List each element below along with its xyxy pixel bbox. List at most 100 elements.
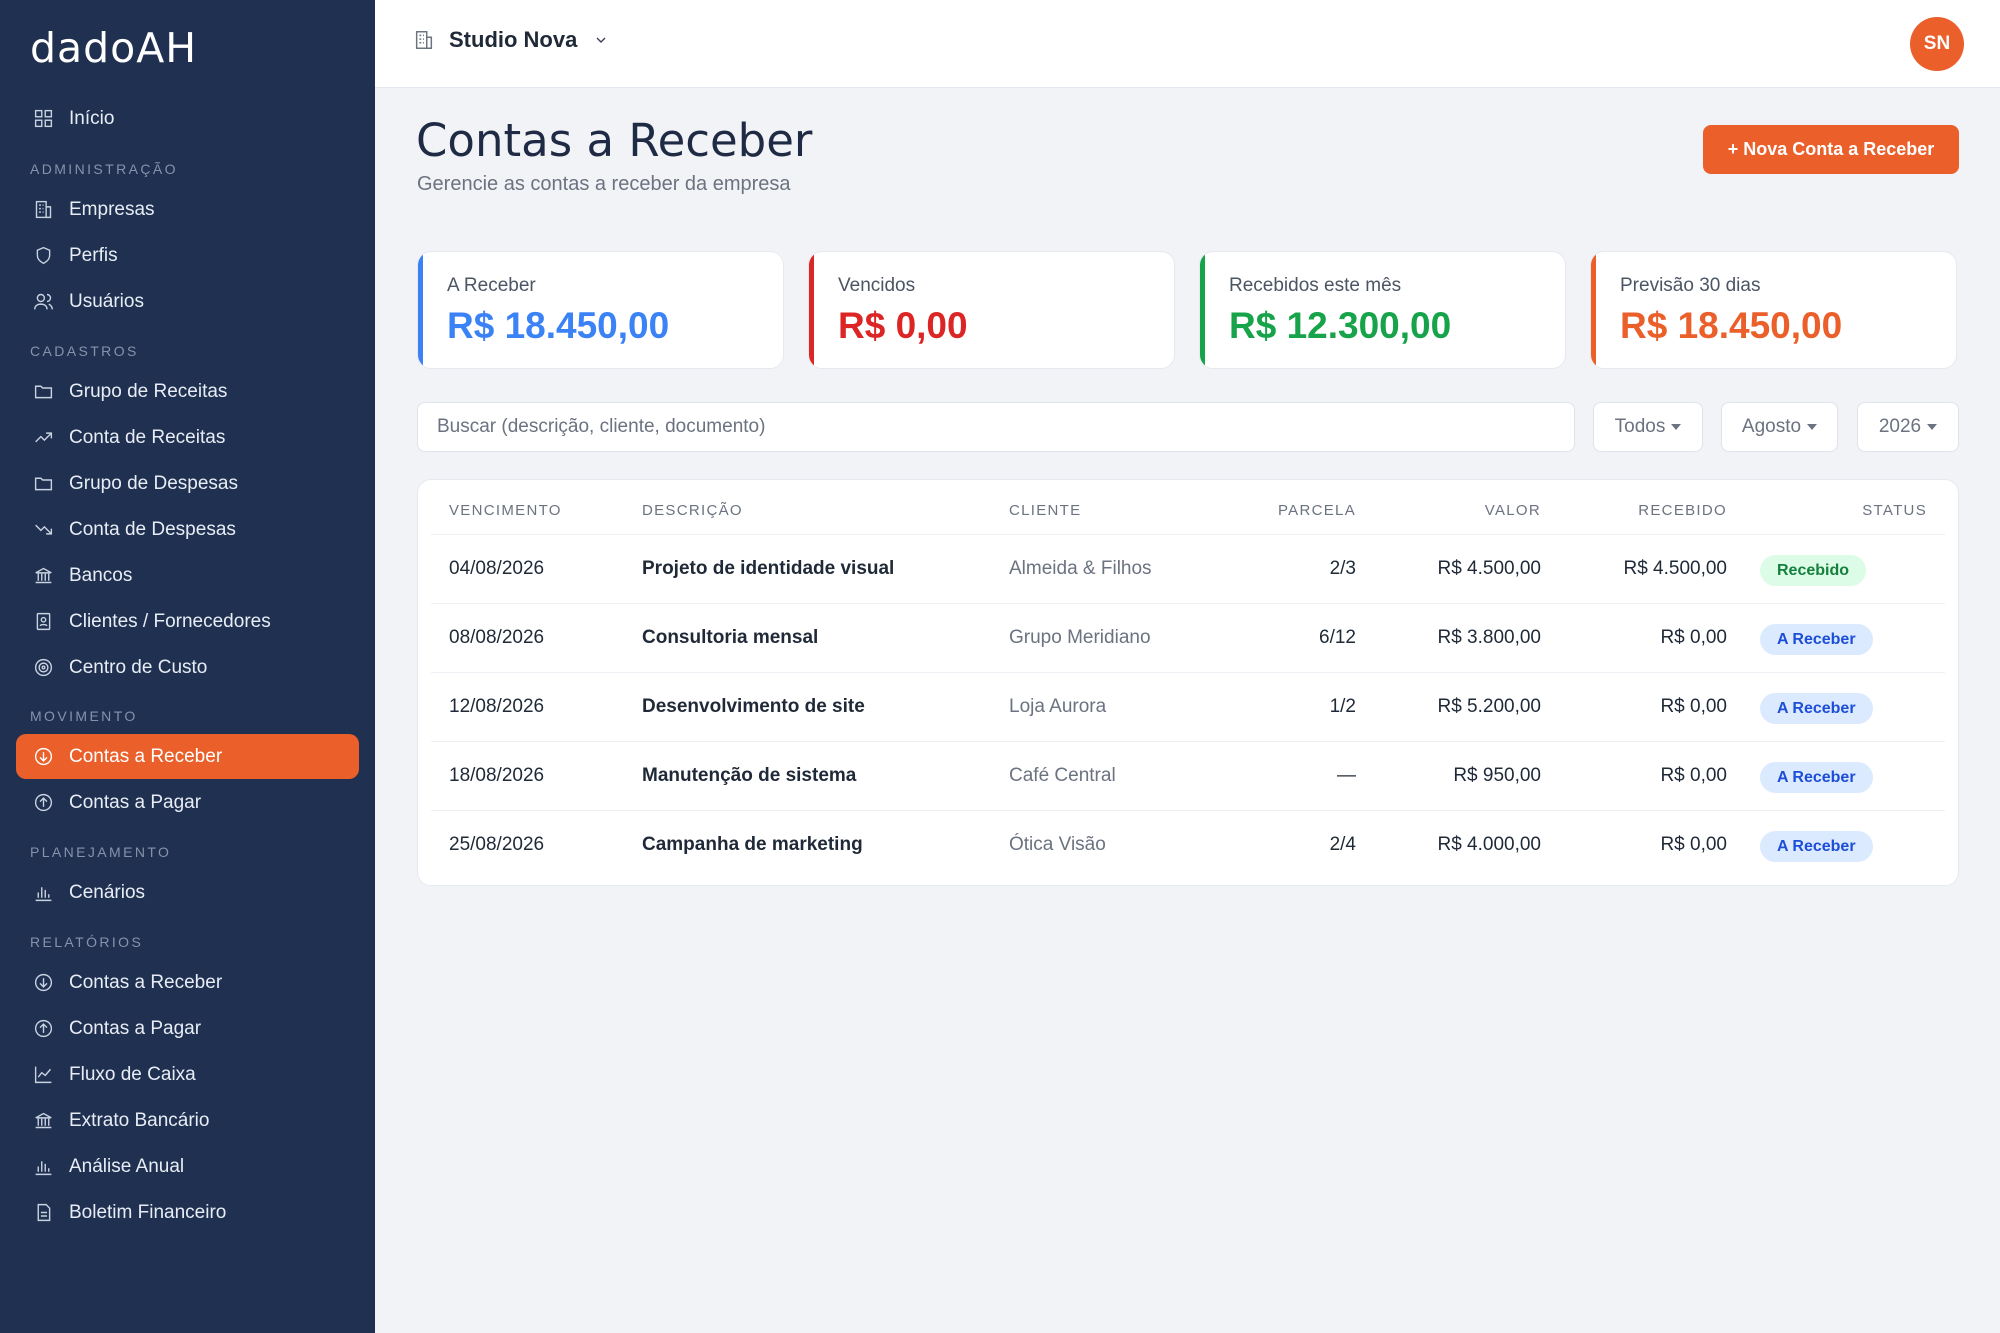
receivables-table [417, 479, 1959, 886]
section-planejamento: PLANEJAMENTO [30, 844, 172, 860]
sidebar-item-fluxo-caixa[interactable]: Fluxo de Caixa [16, 1052, 359, 1097]
arrow-up-circle-icon [32, 792, 54, 814]
card-label: Recebidos este mês [1229, 275, 1402, 296]
cell-descricao: Projeto de identidade visual [642, 558, 895, 579]
cell-cliente: Almeida & Filhos [1009, 558, 1152, 579]
sidebar-item-label: Centro de Custo [69, 656, 208, 678]
folder-icon [32, 473, 54, 495]
column-header-recebido[interactable]: RECEBIDO [1638, 502, 1727, 519]
table-row[interactable]: 04/08/2026 Projeto de identidade visual … [431, 535, 1945, 604]
sidebar-item-label: Conta de Despesas [69, 518, 236, 540]
card-value: R$ 0,00 [838, 305, 968, 346]
arrow-down-circle-icon [32, 746, 54, 768]
month-filter-dropdown[interactable]: Agosto [1721, 402, 1838, 452]
sidebar-item-label: Análise Anual [69, 1155, 185, 1177]
column-header-descricao[interactable]: DESCRIÇÃO [642, 502, 743, 519]
cell-recebido: R$ 0,00 [1660, 834, 1727, 855]
page-subtitle: Gerencie as contas a receber da empresa [417, 173, 791, 195]
sidebar-item-analise-anual[interactable]: Análise Anual [16, 1144, 359, 1189]
sidebar-item-usuarios[interactable]: Usuários [16, 279, 359, 324]
cell-parcela: 2/3 [1329, 558, 1356, 579]
cell-valor: R$ 3.800,00 [1437, 627, 1541, 648]
column-header-parcela[interactable]: PARCELA [1277, 502, 1356, 519]
status-filter-value: Todos [1614, 416, 1666, 437]
month-filter-value: Agosto [1741, 416, 1802, 437]
sidebar-item-boletim-financeiro[interactable]: Boletim Financeiro [16, 1190, 359, 1235]
search-input[interactable] [417, 402, 1575, 452]
sidebar-item-extrato-bancario[interactable]: Extrato Bancário [16, 1098, 359, 1143]
sidebar-item-grupo-despesas[interactable]: Grupo de Despesas [16, 461, 359, 506]
cell-recebido: R$ 0,00 [1660, 627, 1727, 648]
column-header-cliente[interactable]: CLIENTE [1009, 502, 1082, 519]
summary-card-vencidos: Vencidos R$ 0,00 [808, 251, 1175, 369]
table-row[interactable]: 25/08/2026 Campanha de marketing Ótica V… [431, 811, 1945, 880]
cell-vencimento: 08/08/2026 [449, 627, 545, 648]
avatar[interactable]: SN [1910, 17, 1964, 71]
summary-card-recebidos: Recebidos este mês R$ 12.300,00 [1199, 251, 1566, 369]
cell-recebido: R$ 4.500,00 [1623, 558, 1727, 579]
table-row[interactable]: 12/08/2026 Desenvolvimento de site Loja … [431, 673, 1945, 742]
section-administracao: ADMINISTRAÇÃO [30, 161, 178, 177]
new-receivable-button[interactable]: + Nova Conta a Receber [1703, 125, 1959, 174]
cell-valor: R$ 5.200,00 [1437, 696, 1541, 717]
sidebar-item-conta-despesas[interactable]: Conta de Despesas [16, 507, 359, 552]
sidebar-item-contas-receber[interactable]: Contas a Receber [16, 734, 359, 779]
header-divider [431, 534, 1945, 535]
sidebar-item-label: Contas a Pagar [69, 1017, 202, 1039]
sidebar-item-label: Grupo de Receitas [69, 380, 228, 402]
summary-card-a-receber: A Receber R$ 18.450,00 [417, 251, 784, 369]
card-accent-bar [1591, 252, 1596, 368]
sidebar-item-cenarios[interactable]: Cenários [16, 870, 359, 915]
cell-vencimento: 25/08/2026 [449, 834, 545, 855]
status-filter-dropdown[interactable]: Todos [1593, 402, 1703, 452]
sidebar-item-inicio[interactable]: Início [16, 96, 359, 141]
sidebar-item-empresas[interactable]: Empresas [16, 187, 359, 232]
caret-down-icon [1671, 424, 1682, 430]
caret-down-icon [1807, 424, 1818, 430]
bank-icon [32, 1110, 54, 1132]
column-header-status[interactable]: STATUS [1862, 502, 1927, 519]
sidebar-item-contas-pagar[interactable]: Contas a Pagar [16, 780, 359, 825]
card-value: R$ 18.450,00 [447, 305, 670, 346]
sidebar-item-relatorio-pagar[interactable]: Contas a Pagar [16, 1006, 359, 1051]
card-label: Vencidos [838, 275, 916, 296]
table-row[interactable]: 08/08/2026 Consultoria mensal Grupo Meri… [431, 604, 1945, 673]
sidebar-item-label: Contas a Pagar [69, 791, 202, 813]
sidebar-item-label: Grupo de Despesas [69, 472, 238, 494]
card-accent-bar [809, 252, 814, 368]
sidebar-item-clientes-fornecedores[interactable]: Clientes / Fornecedores [16, 599, 359, 644]
sidebar-item-centro-custo[interactable]: Centro de Custo [16, 645, 359, 690]
chevron-down-icon [596, 37, 606, 43]
sidebar-item-label: Conta de Receitas [69, 426, 226, 448]
sidebar-item-label: Extrato Bancário [69, 1109, 210, 1131]
sidebar-item-bancos[interactable]: Bancos [16, 553, 359, 598]
cell-descricao: Campanha de marketing [642, 834, 863, 855]
trend-down-icon [32, 519, 54, 541]
year-filter-dropdown[interactable]: 2026 [1857, 402, 1959, 452]
card-label: A Receber [447, 275, 536, 296]
cell-valor: R$ 950,00 [1453, 765, 1541, 786]
building-icon [415, 31, 433, 49]
cell-recebido: R$ 0,00 [1660, 765, 1727, 786]
year-filter-value: 2026 [1878, 416, 1922, 437]
trend-up-icon [32, 427, 54, 449]
column-header-vencimento[interactable]: VENCIMENTO [449, 502, 562, 519]
caret-down-icon [1927, 424, 1938, 430]
sidebar-item-perfis[interactable]: Perfis [16, 233, 359, 278]
bar-chart-icon [32, 1156, 54, 1178]
bar-chart-icon [32, 882, 54, 904]
status-badge: A Receber [1760, 693, 1873, 724]
sidebar-item-conta-receitas[interactable]: Conta de Receitas [16, 415, 359, 460]
company-name: Studio Nova [449, 27, 578, 52]
section-relatorios: RELATÓRIOS [30, 934, 144, 950]
company-selector[interactable]: Studio Nova [413, 27, 609, 53]
page-title: Contas a Receber [416, 114, 813, 167]
sidebar-item-relatorio-receber[interactable]: Contas a Receber [16, 960, 359, 1005]
cell-parcela: 6/12 [1319, 627, 1356, 648]
arrow-up-circle-icon [32, 1018, 54, 1040]
sidebar-item-label: Empresas [69, 198, 155, 220]
sidebar-item-grupo-receitas[interactable]: Grupo de Receitas [16, 369, 359, 414]
sidebar-item-label: Clientes / Fornecedores [69, 610, 271, 632]
table-row[interactable]: 18/08/2026 Manutenção de sistema Café Ce… [431, 742, 1945, 811]
column-header-valor[interactable]: VALOR [1484, 502, 1541, 519]
